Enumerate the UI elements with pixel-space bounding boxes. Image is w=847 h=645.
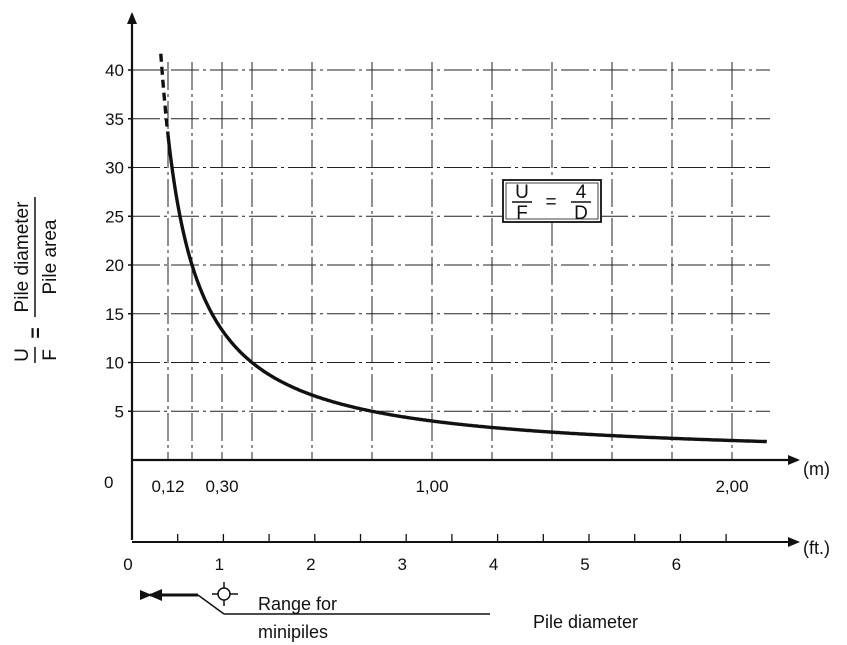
- formula-lhs-num: U: [515, 182, 529, 203]
- data-point: [371, 410, 373, 413]
- x-tick-label-ft: 6: [672, 555, 681, 574]
- y-label-u: U: [12, 348, 33, 362]
- y-tick-label: 20: [105, 256, 124, 275]
- data-point: [185, 242, 187, 245]
- axes: [127, 12, 800, 547]
- data-point: [221, 329, 223, 332]
- data-point: [161, 69, 163, 71]
- y-label-f: F: [40, 349, 61, 361]
- x-tick-label-ft: 1: [215, 555, 224, 574]
- series-curve: [166, 134, 767, 444]
- data-point: [401, 415, 403, 418]
- formula-lhs-den: F: [516, 203, 528, 224]
- y-tick-label: 25: [105, 207, 124, 226]
- data-point: [167, 134, 169, 137]
- formula-rhs-num: 4: [576, 182, 587, 203]
- x-unit-ft: (ft.): [803, 538, 830, 558]
- y-tick-label: 30: [105, 159, 124, 178]
- x-tick-label-m: 2,00: [715, 477, 748, 496]
- x-tick-label-ft: 0: [123, 555, 132, 574]
- data-point: [611, 434, 613, 437]
- x-tick-label-ft: 5: [580, 555, 589, 574]
- minipiles-label-line2: minipiles: [258, 622, 328, 642]
- formula-eq: =: [545, 192, 556, 213]
- y-label-denominator: Pile area: [40, 219, 61, 294]
- y-tick-label: 40: [105, 61, 124, 80]
- y-tick-label: 15: [105, 305, 124, 324]
- formula-rhs-den: D: [574, 203, 588, 224]
- series-curve-extrapolated: [159, 53, 170, 136]
- grid-lines: [132, 62, 770, 460]
- x-unit-m: (m): [803, 459, 830, 479]
- x-tick-label-m: 0,12: [151, 477, 184, 496]
- data-point: [236, 348, 238, 350]
- y-tick-label: 0: [104, 473, 113, 492]
- data-point: [491, 426, 493, 429]
- data-point: [179, 215, 181, 218]
- y-tick-label: 35: [105, 110, 124, 129]
- minipiles-marker-icon: [217, 587, 231, 601]
- data-point: [311, 394, 313, 396]
- data-series: [159, 53, 767, 444]
- x-tick-label-ft: 4: [489, 555, 498, 574]
- x-tick-label-m: 1,00: [415, 477, 448, 496]
- data-point: [431, 420, 433, 422]
- data-point: [731, 439, 733, 442]
- x-axis-title: Pile diameter: [533, 612, 638, 632]
- data-point: [191, 264, 193, 266]
- data-point: [206, 303, 208, 305]
- data-point: [173, 180, 175, 182]
- tick-labels: 5 10 15 20 25 30 35 40 0 0,12 0,30 1,00 2,00 0 1 2 3 4 5 6: [104, 61, 749, 574]
- y-label-eq: =: [26, 327, 47, 338]
- y-tick-label: 5: [115, 402, 124, 421]
- data-point: [671, 437, 673, 440]
- data-point: [341, 403, 343, 406]
- y-tick-label: 10: [105, 354, 124, 373]
- formula-box: U F = 4 D: [502, 179, 602, 224]
- x-tick-label-ft: 3: [397, 555, 406, 574]
- data-point: [251, 361, 253, 364]
- y-label-numerator: Pile diameter: [12, 201, 33, 313]
- data-point: [281, 381, 283, 383]
- minipiles-annotation: Range for minipiles: [140, 582, 490, 642]
- data-point: [551, 431, 553, 433]
- x-tick-label-m: 0,30: [205, 477, 238, 496]
- minipiles-label-line1: Range for: [258, 594, 337, 614]
- x-tick-label-ft: 2: [306, 555, 315, 574]
- y-axis-label: U F = Pile diameter Pile area: [12, 197, 61, 363]
